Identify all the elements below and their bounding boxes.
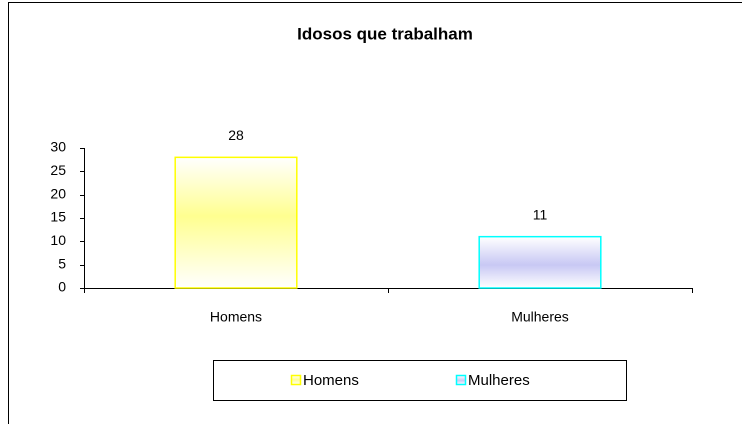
legend-label: Homens — [303, 372, 359, 389]
y-tick-label: 30 — [50, 139, 66, 155]
y-tick-label: 10 — [50, 232, 66, 248]
value-label: 28 — [228, 127, 244, 143]
y-tick-label: 0 — [58, 279, 66, 295]
y-tick-label: 25 — [50, 162, 66, 178]
chart-title: Idosos que trabalham — [297, 24, 473, 43]
x-tick-label: Mulheres — [511, 309, 569, 325]
y-tick-label: 20 — [50, 185, 66, 201]
legend-swatch — [455, 374, 467, 386]
y-tick-label: 15 — [50, 209, 66, 225]
legend-box — [213, 360, 627, 401]
bar — [478, 235, 602, 289]
chart-frame — [8, 2, 742, 424]
legend-label: Mulheres — [468, 372, 530, 389]
value-label: 11 — [533, 206, 548, 222]
legend-swatch — [290, 374, 302, 386]
y-tick-label: 5 — [58, 255, 66, 271]
bar — [174, 156, 298, 289]
x-tick-label: Homens — [210, 309, 262, 325]
